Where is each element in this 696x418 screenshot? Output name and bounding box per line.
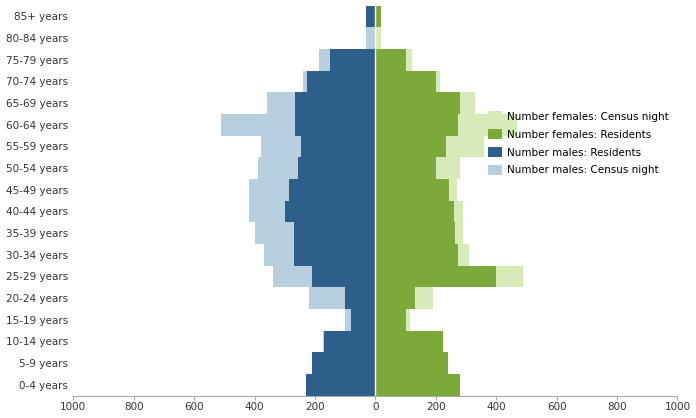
Bar	[375, 49, 411, 71]
Bar	[248, 201, 375, 222]
Bar	[375, 287, 415, 309]
Bar	[351, 309, 375, 331]
Bar	[375, 5, 381, 27]
Bar	[309, 287, 375, 309]
Bar	[375, 201, 463, 222]
Bar	[285, 201, 375, 222]
Bar	[375, 92, 475, 114]
Bar	[375, 135, 446, 157]
Bar	[345, 287, 375, 309]
Bar	[290, 179, 375, 201]
Bar	[294, 244, 375, 265]
Bar	[308, 71, 375, 92]
Bar	[306, 374, 375, 395]
Bar	[375, 135, 484, 157]
Bar	[375, 157, 436, 179]
Bar	[375, 352, 441, 374]
Bar	[375, 201, 454, 222]
Bar	[345, 309, 375, 331]
Bar	[312, 352, 375, 374]
Bar	[375, 331, 443, 352]
Bar	[375, 374, 460, 395]
Bar	[322, 331, 375, 352]
Bar	[264, 244, 375, 265]
Legend: Number females: Census night, Number females: Residents, Number males: Residents: Number females: Census night, Number fem…	[484, 108, 672, 178]
Bar	[375, 222, 463, 244]
Bar	[375, 114, 459, 135]
Bar	[375, 331, 428, 352]
Bar	[366, 5, 375, 27]
Bar	[258, 157, 375, 179]
Bar	[375, 92, 460, 114]
Bar	[312, 265, 375, 287]
Bar	[375, 244, 459, 265]
Bar	[255, 222, 375, 244]
Bar	[366, 27, 375, 49]
Bar	[375, 374, 448, 395]
Bar	[319, 49, 375, 71]
Bar	[324, 331, 375, 352]
Bar	[267, 92, 375, 114]
Bar	[295, 114, 375, 135]
Bar	[294, 222, 375, 244]
Bar	[375, 179, 450, 201]
Bar	[375, 309, 406, 331]
Bar	[375, 71, 441, 92]
Bar	[375, 244, 469, 265]
Bar	[330, 49, 375, 71]
Bar	[299, 157, 375, 179]
Bar	[375, 157, 460, 179]
Bar	[375, 179, 457, 201]
Bar	[375, 309, 410, 331]
Bar	[295, 92, 375, 114]
Bar	[248, 179, 375, 201]
Bar	[375, 265, 496, 287]
Bar	[260, 135, 375, 157]
Bar	[301, 135, 375, 157]
Bar	[375, 114, 517, 135]
Bar	[366, 5, 375, 27]
Bar	[375, 5, 381, 27]
Bar	[375, 49, 406, 71]
Bar	[312, 352, 375, 374]
Bar	[375, 352, 448, 374]
Bar	[375, 27, 381, 49]
Bar	[375, 265, 523, 287]
Bar	[375, 222, 455, 244]
Bar	[303, 71, 375, 92]
Bar	[273, 265, 375, 287]
Bar	[375, 71, 436, 92]
Bar	[375, 287, 433, 309]
Bar	[221, 114, 375, 135]
Bar	[306, 374, 375, 395]
